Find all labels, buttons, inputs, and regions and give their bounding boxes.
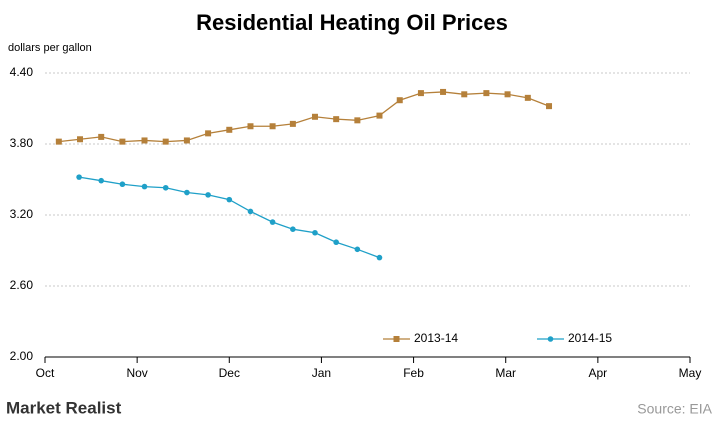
marker <box>162 138 169 145</box>
marker <box>290 226 296 232</box>
x-tick-label: Oct <box>36 366 55 380</box>
marker <box>376 254 383 261</box>
marker <box>55 138 62 145</box>
marker <box>524 94 531 101</box>
legend-marker <box>547 336 554 342</box>
marker <box>226 126 233 133</box>
marker <box>440 88 447 95</box>
marker <box>141 137 148 144</box>
marker <box>289 120 296 127</box>
y-tick-label: 3.80 <box>10 136 34 150</box>
marker <box>376 112 383 119</box>
marker <box>417 90 424 97</box>
marker <box>461 91 468 98</box>
marker <box>333 116 340 123</box>
legend-label: 2013-14 <box>414 331 458 345</box>
marker <box>205 192 211 198</box>
marker <box>504 91 511 98</box>
marker <box>247 123 254 130</box>
series-line <box>78 176 380 259</box>
marker <box>98 177 105 184</box>
marker <box>98 133 105 140</box>
y-tick-label: 2.60 <box>10 278 34 292</box>
marker <box>205 130 212 137</box>
y-tick-label: 4.40 <box>10 65 34 79</box>
marker <box>354 246 361 253</box>
marker <box>119 138 126 145</box>
x-tick-label: Mar <box>495 366 516 380</box>
x-tick-label: Dec <box>219 366 240 380</box>
legend-marker <box>393 336 400 342</box>
marker <box>76 174 82 180</box>
marker <box>269 123 276 130</box>
marker <box>119 181 126 188</box>
marker <box>162 184 169 191</box>
chart-title: Residential Heating Oil Prices <box>196 10 508 35</box>
marker <box>333 239 339 246</box>
legend-label: 2014-15 <box>568 331 612 345</box>
series-line <box>58 91 550 143</box>
x-tick-label: May <box>679 366 702 380</box>
marker <box>184 189 190 196</box>
marker <box>354 117 361 124</box>
y-tick-label: 3.20 <box>10 207 34 221</box>
source: Source: EIA <box>637 401 712 417</box>
marker <box>77 136 84 143</box>
marker <box>546 103 553 110</box>
marker <box>396 97 403 104</box>
marker <box>183 137 190 144</box>
marker <box>311 113 318 120</box>
x-tick-label: Apr <box>589 366 608 380</box>
marker <box>269 219 276 225</box>
watermark: Market Realist <box>6 398 122 417</box>
marker <box>483 90 490 97</box>
marker <box>141 183 148 190</box>
x-tick-label: Feb <box>403 366 424 380</box>
marker <box>226 196 233 203</box>
x-tick-label: Jan <box>312 366 331 380</box>
x-tick-label: Nov <box>126 366 147 380</box>
marker <box>247 208 254 215</box>
marker <box>312 229 318 236</box>
y-tick-label: 2.00 <box>10 349 34 363</box>
y-axis-label: dollars per gallon <box>8 42 92 54</box>
